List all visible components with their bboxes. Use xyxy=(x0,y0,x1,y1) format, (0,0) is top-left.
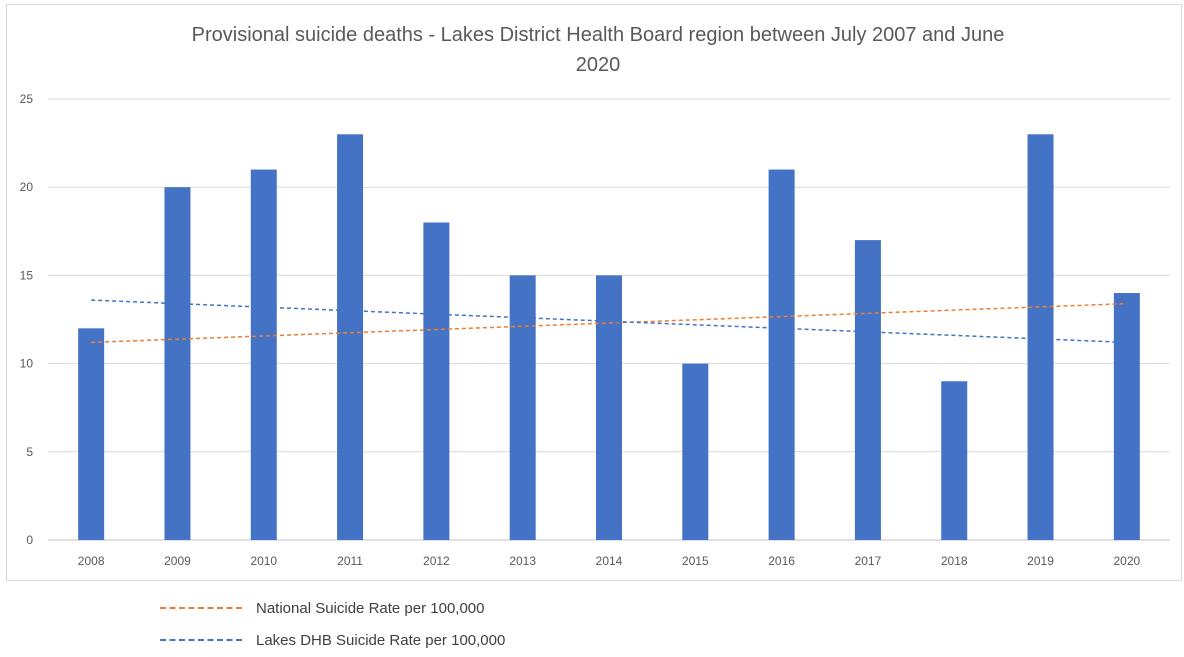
bar-2020 xyxy=(1113,293,1140,540)
x-tick-label: 2010 xyxy=(250,554,277,568)
y-tick-label: 25 xyxy=(20,92,34,106)
bar-2017 xyxy=(854,240,881,540)
chart-title-line-2: 2020 xyxy=(575,54,621,76)
bar-2012 xyxy=(423,222,450,541)
y-tick-label: 5 xyxy=(26,445,33,459)
bar-2019 xyxy=(1027,134,1054,540)
y-tick-label: 15 xyxy=(20,268,34,282)
y-tick-label: 0 xyxy=(26,533,33,547)
x-tick-label: 2008 xyxy=(78,554,105,568)
chart-title: Provisional suicide deaths - Lakes Distr… xyxy=(0,20,1184,80)
bar-2018 xyxy=(941,381,968,540)
x-tick-label: 2017 xyxy=(855,554,882,568)
x-tick-label: 2020 xyxy=(1113,554,1140,568)
bar-2009 xyxy=(164,187,191,540)
bar-2015 xyxy=(682,363,709,540)
y-axis-tick-labels: 0 5 10 15 20 25 xyxy=(20,92,34,547)
chart-title-line-1: Provisional suicide deaths - Lakes Distr… xyxy=(191,24,1005,46)
bar-2011 xyxy=(337,134,364,540)
y-tick-label: 20 xyxy=(20,180,34,194)
x-axis-tick-labels: 2008 2009 2010 2011 2012 2013 2014 2015 2016 2017… xyxy=(78,554,1141,568)
y-tick-label: 10 xyxy=(20,357,34,371)
x-tick-label: 2014 xyxy=(596,554,623,568)
legend-item-lakes-dhb: Lakes DHB Suicide Rate per 100,000 xyxy=(160,628,505,652)
legend-item-national: National Suicide Rate per 100,000 xyxy=(160,596,485,620)
x-tick-label: 2015 xyxy=(682,554,709,568)
x-tick-label: 2019 xyxy=(1027,554,1054,568)
x-tick-label: 2013 xyxy=(509,554,536,568)
x-tick-label: 2018 xyxy=(941,554,968,568)
legend-label-lakes-dhb: Lakes DHB Suicide Rate per 100,000 xyxy=(256,631,506,649)
bar-series xyxy=(78,134,1140,541)
x-tick-label: 2009 xyxy=(164,554,191,568)
chart-frame xyxy=(6,4,1182,581)
trendlines xyxy=(91,299,1127,344)
bar-2014 xyxy=(596,275,622,540)
bar-2010 xyxy=(250,169,277,540)
legend-swatch-national xyxy=(160,607,242,609)
legend-label-national: National Suicide Rate per 100,000 xyxy=(256,599,485,617)
bar-2016 xyxy=(768,169,795,540)
bar-2008 xyxy=(78,328,105,540)
trendline-0 xyxy=(91,302,1127,344)
x-tick-label: 2016 xyxy=(768,554,795,568)
x-tick-label: 2011 xyxy=(337,554,363,568)
legend: National Suicide Rate per 100,000 Lakes … xyxy=(160,592,760,652)
x-tick-label: 2012 xyxy=(423,554,450,568)
bar-2013 xyxy=(509,275,536,540)
trendline-1 xyxy=(91,299,1127,344)
legend-swatch-lakes-dhb xyxy=(160,639,242,641)
